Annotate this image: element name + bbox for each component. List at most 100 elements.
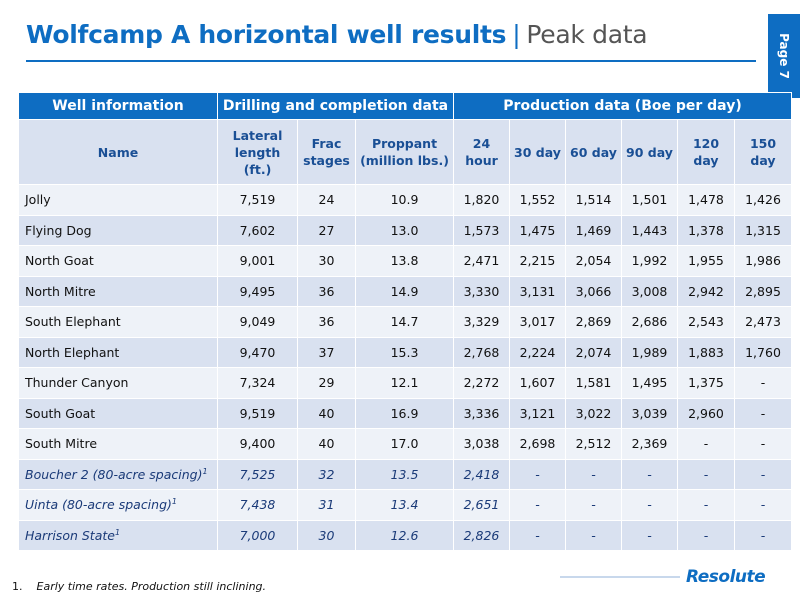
table-cell: 12.6 bbox=[355, 519, 454, 551]
table-cell: 1,760 bbox=[733, 336, 793, 368]
well-name-cell: North Mitre bbox=[18, 275, 218, 307]
table-cell: 7,519 bbox=[217, 184, 298, 216]
footnote: 1. Early time rates. Production still inc… bbox=[12, 580, 266, 593]
table-cell: 2,686 bbox=[621, 306, 678, 338]
table-cell: 1,375 bbox=[677, 367, 735, 399]
table-cell: 2,651 bbox=[453, 489, 510, 521]
table-cell: 1,315 bbox=[733, 214, 793, 246]
table-cell: - bbox=[733, 519, 793, 551]
table-cell: 40 bbox=[297, 397, 356, 429]
table-cell: 9,001 bbox=[217, 245, 298, 277]
table-cell: 7,602 bbox=[217, 214, 298, 246]
table-cell: 3,022 bbox=[565, 397, 622, 429]
table-cell: 3,066 bbox=[565, 275, 622, 307]
column-header-30-day: 30 day bbox=[509, 119, 566, 185]
table-cell: - bbox=[565, 489, 622, 521]
footnote-marker: 1 bbox=[171, 497, 177, 507]
table-cell: 9,495 bbox=[217, 275, 298, 307]
footnote-number: 1. bbox=[12, 580, 23, 593]
page-number-label: Page 7 bbox=[777, 33, 791, 79]
table-cell: 24 bbox=[297, 184, 356, 216]
table-cell: 36 bbox=[297, 275, 356, 307]
table-row: South Mitre 9,400 40 17.0 3,038 2,698 2,512 2,3… bbox=[18, 428, 793, 460]
title-separator: | bbox=[512, 20, 521, 49]
column-header-frac-stages: Frac stages bbox=[297, 119, 356, 185]
table-cell: 1,581 bbox=[565, 367, 622, 399]
column-header-row: Name Lateral length (ft.) Frac stages Pr… bbox=[18, 119, 793, 185]
table-cell: - bbox=[509, 519, 566, 551]
table-cell: 2,369 bbox=[621, 428, 678, 460]
well-name: Boucher 2 (80-acre spacing) bbox=[25, 466, 203, 482]
table-cell: - bbox=[565, 458, 622, 490]
table-cell: 14.9 bbox=[355, 275, 454, 307]
column-header-120-day: 120 day bbox=[677, 119, 735, 185]
table-cell: 29 bbox=[297, 367, 356, 399]
table-row: Thunder Canyon 7,324 29 12.1 2,272 1,607 1,581… bbox=[18, 367, 793, 399]
well-name-cell: South Mitre bbox=[18, 428, 218, 460]
table-cell: 2,224 bbox=[509, 336, 566, 368]
table-row: North Mitre 9,495 36 14.9 3,330 3,131 3,066 3,0… bbox=[18, 275, 793, 307]
table-cell: 3,038 bbox=[453, 428, 510, 460]
table-cell: 36 bbox=[297, 306, 356, 338]
table-cell: 9,400 bbox=[217, 428, 298, 460]
table-cell: 2,512 bbox=[565, 428, 622, 460]
table-cell: 2,418 bbox=[453, 458, 510, 490]
well-name-cell: Boucher 2 (80-acre spacing)1 bbox=[18, 458, 218, 490]
table-cell: 1,820 bbox=[453, 184, 510, 216]
table-cell: 2,960 bbox=[677, 397, 735, 429]
table-cell: 13.4 bbox=[355, 489, 454, 521]
table-cell: 14.7 bbox=[355, 306, 454, 338]
well-name: South Mitre bbox=[25, 436, 98, 452]
table-row: Boucher 2 (80-acre spacing)1 7,525 32 13.5 2… bbox=[18, 458, 793, 490]
table-cell: 37 bbox=[297, 336, 356, 368]
table-cell: - bbox=[677, 519, 735, 551]
table-cell: 3,336 bbox=[453, 397, 510, 429]
table-cell: 7,438 bbox=[217, 489, 298, 521]
well-name: South Goat bbox=[25, 405, 96, 421]
well-results-table: Well information Drilling and completion… bbox=[18, 92, 793, 551]
table-cell: 2,074 bbox=[565, 336, 622, 368]
table-cell: 1,883 bbox=[677, 336, 735, 368]
logo-stripe bbox=[560, 576, 680, 578]
page-title: Wolfcamp A horizontal well results | Peak … bbox=[26, 20, 648, 49]
table-cell: 12.1 bbox=[355, 367, 454, 399]
well-name: South Elephant bbox=[25, 314, 121, 330]
table-cell: 1,378 bbox=[677, 214, 735, 246]
table-row: Uinta (80-acre spacing)1 7,438 31 13.4 2,651… bbox=[18, 489, 793, 521]
table-row: North Elephant 9,470 37 15.3 2,768 2,224 2,074… bbox=[18, 336, 793, 368]
table-cell: 32 bbox=[297, 458, 356, 490]
table-cell: 2,826 bbox=[453, 519, 510, 551]
table-cell: 2,869 bbox=[565, 306, 622, 338]
well-name: Jolly bbox=[25, 192, 51, 208]
title-rule bbox=[26, 60, 756, 62]
well-name-cell: Flying Dog bbox=[18, 214, 218, 246]
table-cell: 1,501 bbox=[621, 184, 678, 216]
well-name-cell: North Goat bbox=[18, 245, 218, 277]
table-cell: 30 bbox=[297, 245, 356, 277]
table-row: Harrison State1 7,000 30 12.6 2,826- - - - - bbox=[18, 519, 793, 551]
table-cell: 13.0 bbox=[355, 214, 454, 246]
footnote-marker: 1 bbox=[202, 466, 208, 476]
table-cell: 1,514 bbox=[565, 184, 622, 216]
well-name: Thunder Canyon bbox=[25, 375, 129, 391]
table-cell: 3,008 bbox=[621, 275, 678, 307]
table-cell: 7,525 bbox=[217, 458, 298, 490]
well-name: Harrison State bbox=[25, 527, 115, 543]
table-cell: - bbox=[621, 458, 678, 490]
well-name: North Mitre bbox=[25, 283, 96, 299]
table-cell: 1,478 bbox=[677, 184, 735, 216]
table-cell: - bbox=[733, 397, 793, 429]
table-cell: 1,989 bbox=[621, 336, 678, 368]
table-cell: 1,552 bbox=[509, 184, 566, 216]
table-cell: 1,986 bbox=[733, 245, 793, 277]
table-cell: 16.9 bbox=[355, 397, 454, 429]
table-cell: 10.9 bbox=[355, 184, 454, 216]
table-cell: 1,475 bbox=[509, 214, 566, 246]
table-cell: 3,330 bbox=[453, 275, 510, 307]
well-name-cell: Thunder Canyon bbox=[18, 367, 218, 399]
well-name-cell: South Elephant bbox=[18, 306, 218, 338]
column-header-24-hour: 24 hour bbox=[453, 119, 510, 185]
table-cell: - bbox=[621, 519, 678, 551]
table-cell: 1,426 bbox=[733, 184, 793, 216]
well-name-cell: Harrison State1 bbox=[18, 519, 218, 551]
